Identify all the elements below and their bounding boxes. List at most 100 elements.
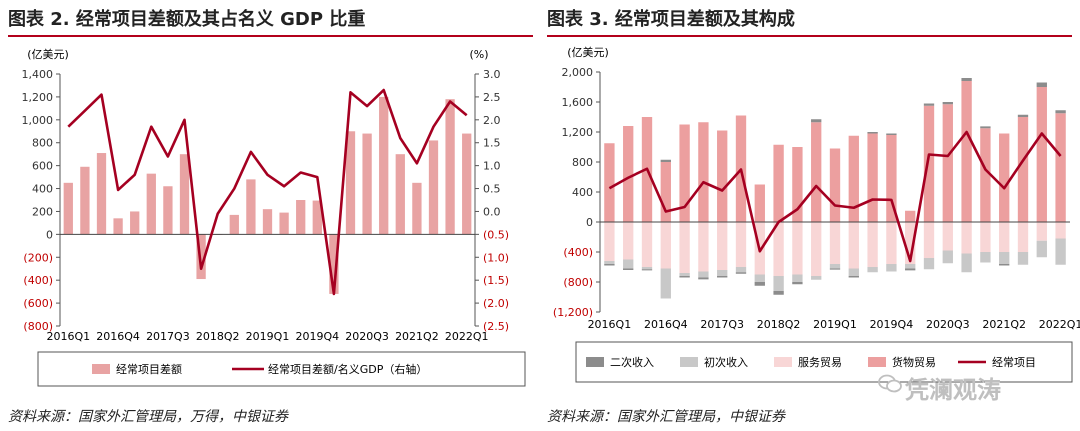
- stack-segment-货物贸易: [905, 210, 916, 222]
- right-x-tick-label: 2016Q1: [588, 318, 632, 331]
- stack-segment-初次收入: [623, 259, 634, 269]
- right-y-tick-label: (2.0): [483, 297, 509, 310]
- legend-swatch-二次收入: [586, 357, 604, 367]
- legend-label-货物贸易: 货物贸易: [892, 355, 936, 369]
- left-bar: [345, 131, 356, 235]
- left-x-tick-label: 2019Q4: [295, 330, 339, 343]
- stack-segment-货物贸易: [867, 133, 878, 222]
- stack-segment-货物贸易: [660, 162, 671, 222]
- stack-segment-二次收入: [961, 78, 972, 81]
- left-y-tick-label: (200): [23, 251, 53, 264]
- stack-segment-货物贸易: [1017, 117, 1029, 222]
- stack-segment-二次收入: [1036, 82, 1047, 87]
- stack-segment-二次收入: [848, 276, 859, 278]
- stack-segment-初次收入: [735, 267, 747, 273]
- right-chart-y-tick-label: 2,000: [562, 66, 594, 79]
- legend-label-balance: 经常项目差额: [116, 362, 182, 376]
- stack-segment-服务贸易: [717, 222, 728, 270]
- stack-segment-货物贸易: [961, 81, 972, 222]
- stack-segment-服务贸易: [641, 222, 653, 267]
- stack-segment-服务贸易: [698, 222, 709, 272]
- right-chart: 2,000 1,600 1,200 800 400 0 (400) (800) (1,200) (…: [553, 46, 1080, 383]
- left-ratio-line: [67, 88, 468, 296]
- left-x-tick-label: 2017Q3: [146, 330, 190, 343]
- stack-segment-服务贸易: [735, 222, 747, 267]
- stack-segment-初次收入: [999, 252, 1010, 264]
- right-y-tick-label: 0.0: [483, 205, 501, 218]
- stack-segment-服务贸易: [942, 222, 953, 251]
- stack-segment-货物贸易: [698, 122, 709, 222]
- legend-label-初次收入: 初次收入: [704, 355, 748, 369]
- stack-segment-二次收入: [886, 133, 897, 135]
- left-y-tick-label: (600): [23, 297, 53, 310]
- stack-segment-二次收入: [604, 264, 615, 266]
- left-chart-title: 图表 2. 经常项目差额及其占名义 GDP 比重: [8, 9, 366, 30]
- stack-segment-初次收入: [792, 274, 803, 282]
- stack-segment-货物贸易: [679, 124, 690, 222]
- stack-segment-服务贸易: [1036, 222, 1047, 241]
- stack-segment-二次收入: [999, 264, 1010, 266]
- right-x-tick-label: 2016Q4: [644, 318, 688, 331]
- legend-label-ratio: 经常项目差额/名义GDP（右轴）: [268, 362, 427, 376]
- right-chart-y-tick-label: (1,200): [553, 306, 593, 319]
- left-bar: [163, 186, 173, 235]
- stack-segment-服务贸易: [623, 222, 634, 260]
- right-source-note: 资料来源：国家外汇管理局，中银证券: [547, 409, 785, 425]
- right-x-tick-label: 2017Q3: [700, 318, 744, 331]
- left-y-tick-label: 800: [32, 137, 53, 150]
- stack-segment-初次收入: [905, 264, 916, 269]
- stack-segment-初次收入: [773, 276, 784, 291]
- right-y-tick-label: 1.0: [483, 160, 501, 173]
- right-y-tick-label: (0.5): [483, 228, 509, 241]
- stack-segment-初次收入: [1036, 240, 1047, 258]
- stack-segment-二次收入: [923, 103, 935, 106]
- stack-segment-初次收入: [961, 253, 972, 273]
- left-y-tick-label: 0: [46, 228, 53, 241]
- right-x-tick-label: 2019Q4: [870, 318, 914, 331]
- left-bar: [179, 154, 190, 235]
- stack-segment-二次收入: [773, 291, 784, 295]
- stack-segment-二次收入: [980, 126, 991, 129]
- stack-segment-服务贸易: [886, 222, 897, 264]
- stack-segment-服务贸易: [923, 222, 935, 258]
- left-bar: [445, 99, 455, 235]
- right-legend-box: [575, 341, 1073, 383]
- stack-segment-二次收入: [811, 119, 822, 123]
- left-bar: [130, 211, 140, 235]
- stack-segment-二次收入: [905, 268, 916, 271]
- left-bar: [362, 133, 372, 235]
- left-x-tick-label: 2021Q2: [395, 330, 439, 343]
- left-source-note: 资料来源：国家外汇管理局，万得，中银证券: [8, 409, 288, 425]
- right-y-tick-label: 2.5: [483, 91, 501, 104]
- left-y-tick-label: 1,000: [22, 114, 54, 127]
- stack-segment-初次收入: [660, 268, 671, 299]
- stack-segment-服务贸易: [961, 222, 972, 254]
- left-bar: [113, 218, 123, 235]
- stack-segment-初次收入: [717, 270, 728, 276]
- wechat-icon: [878, 374, 902, 393]
- stack-segment-二次收入: [735, 272, 747, 274]
- left-x-tick-label: 2020Q3: [345, 330, 389, 343]
- stack-segment-货物贸易: [999, 133, 1010, 222]
- right-chart-title: 图表 3. 经常项目差额及其构成: [547, 9, 795, 30]
- left-bar: [296, 200, 306, 235]
- left-bar: [80, 166, 90, 235]
- left-bar: [96, 153, 107, 235]
- stack-segment-初次收入: [641, 267, 653, 270]
- stack-segment-初次收入: [754, 274, 765, 282]
- left-bar: [395, 154, 405, 235]
- stack-segment-初次收入: [679, 273, 690, 276]
- stack-segment-二次收入: [1055, 110, 1066, 114]
- stack-segment-货物贸易: [848, 135, 859, 222]
- right-x-tick-label: 2020Q3: [926, 318, 970, 331]
- left-y-tick-label: 1,200: [22, 91, 54, 104]
- left-y-tick-label: 200: [32, 205, 53, 218]
- stack-segment-初次收入: [848, 268, 859, 276]
- right-y-tick-label: 3.0: [483, 68, 501, 81]
- left-y-tick-label: (800): [23, 320, 53, 333]
- stack-segment-货物贸易: [717, 130, 728, 222]
- right-y-tick-label: (2.5): [483, 320, 509, 333]
- right-y-unit: (%): [469, 48, 488, 61]
- right-x-tick-label: 2021Q2: [982, 318, 1026, 331]
- stack-segment-初次收入: [1017, 252, 1029, 265]
